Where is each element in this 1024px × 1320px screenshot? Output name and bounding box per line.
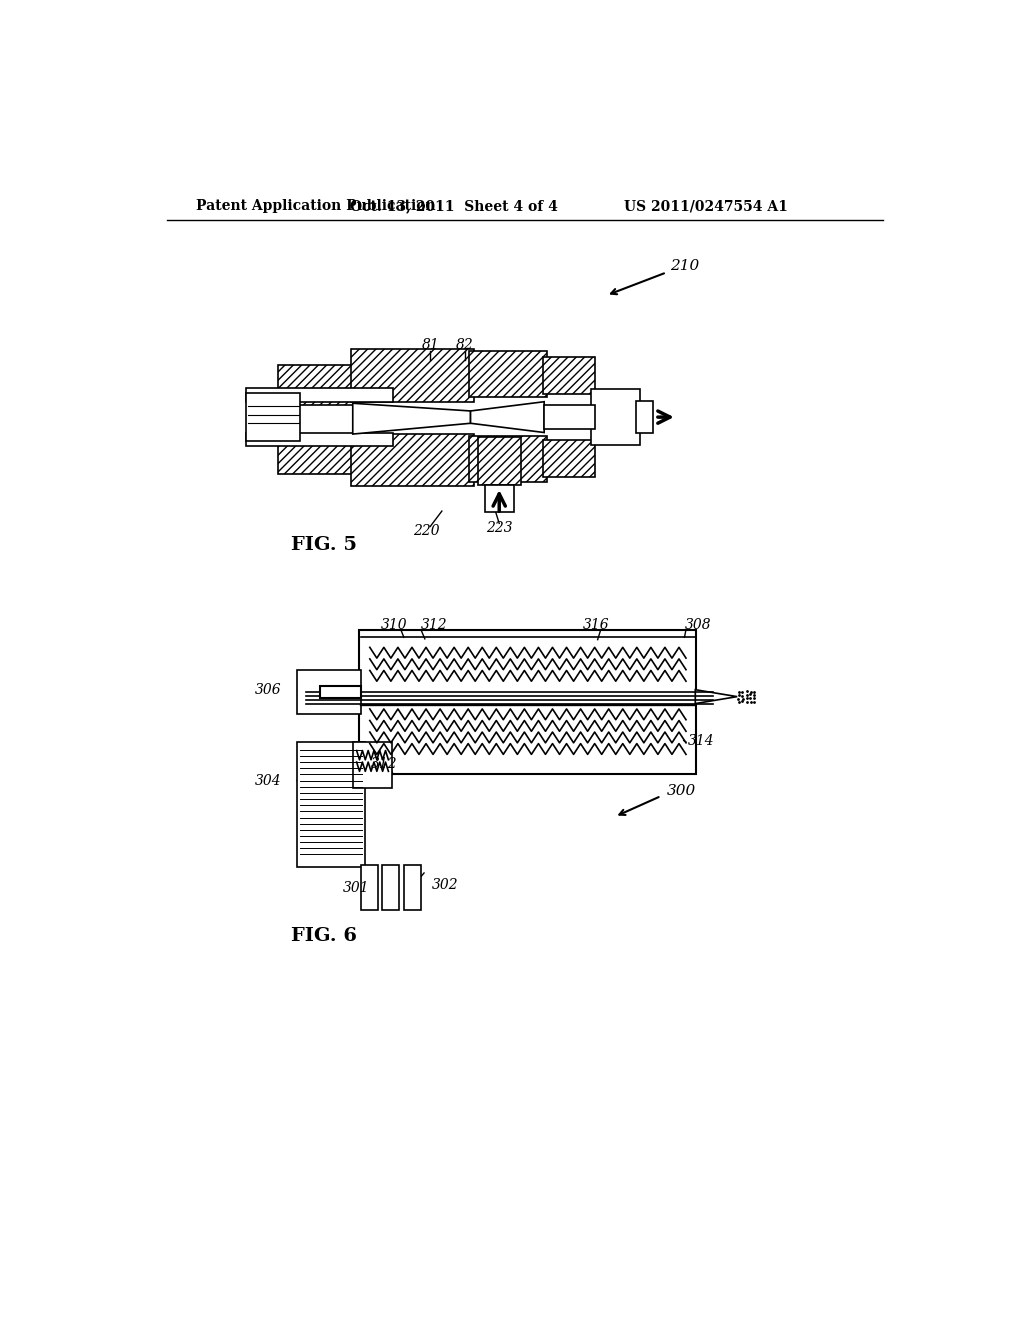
Bar	[592, 389, 640, 445]
Bar	[246, 433, 393, 446]
Bar	[543, 358, 595, 395]
Polygon shape	[695, 689, 737, 704]
Bar	[636, 401, 652, 433]
Text: FIG. 5: FIG. 5	[291, 536, 356, 554]
Bar	[278, 364, 355, 405]
Bar	[469, 351, 547, 397]
Polygon shape	[471, 401, 544, 433]
Polygon shape	[352, 404, 471, 434]
Bar	[469, 436, 547, 482]
Text: 314: 314	[687, 734, 714, 748]
Bar	[297, 742, 366, 867]
Bar	[246, 388, 393, 401]
Bar	[246, 393, 300, 441]
Text: Oct. 13, 2011  Sheet 4 of 4: Oct. 13, 2011 Sheet 4 of 4	[349, 199, 557, 213]
Bar	[544, 405, 595, 429]
Bar	[360, 866, 378, 909]
Text: US 2011/0247554 A1: US 2011/0247554 A1	[624, 199, 787, 213]
Bar	[478, 437, 521, 484]
Bar	[321, 686, 360, 698]
Bar	[382, 866, 399, 909]
Text: 312: 312	[371, 756, 397, 771]
Text: 300: 300	[667, 784, 696, 799]
Text: 316: 316	[583, 618, 609, 632]
Bar	[278, 434, 355, 474]
Bar	[351, 434, 474, 487]
Text: 223: 223	[486, 521, 513, 535]
Text: 302: 302	[432, 878, 459, 892]
Text: 210: 210	[671, 259, 699, 273]
Text: 304: 304	[255, 774, 282, 788]
Text: Patent Application Publication: Patent Application Publication	[197, 199, 436, 213]
Text: 82: 82	[457, 338, 474, 351]
Bar	[484, 484, 514, 512]
Bar	[543, 441, 595, 478]
Text: 306: 306	[255, 682, 282, 697]
Text: FIG. 6: FIG. 6	[291, 927, 356, 945]
Text: 301: 301	[343, 882, 370, 895]
Text: 81: 81	[421, 338, 439, 351]
Bar	[352, 742, 391, 788]
Text: 308: 308	[684, 618, 711, 632]
Text: 220: 220	[413, 524, 439, 539]
Bar	[351, 350, 474, 401]
Text: 312: 312	[421, 618, 447, 632]
Bar	[403, 866, 421, 909]
Bar	[359, 630, 696, 775]
Text: 310: 310	[381, 618, 408, 632]
Bar	[297, 671, 360, 714]
